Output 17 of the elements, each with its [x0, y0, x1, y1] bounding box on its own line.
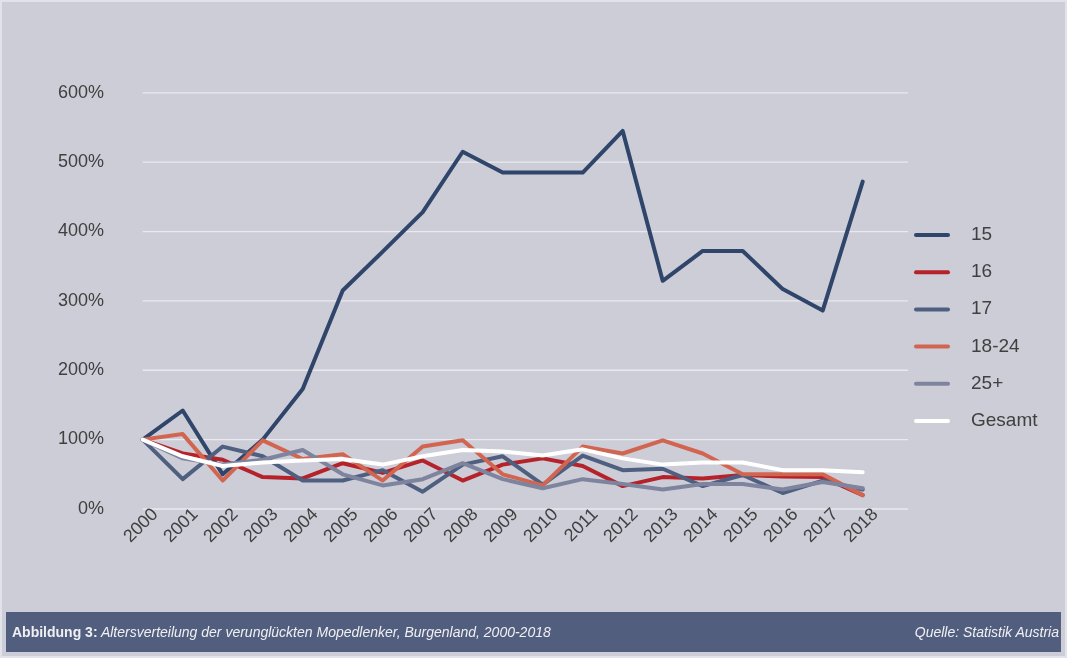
source-note: Quelle: Statistik Austria	[914, 623, 1060, 640]
line-series	[140, 437, 865, 475]
legend-label: 15	[971, 223, 993, 245]
y-tick-label: 100%	[57, 428, 104, 449]
y-tick-label: 400%	[57, 220, 104, 241]
legend-label: 25+	[971, 371, 1004, 393]
y-tick-label: 0%	[77, 497, 104, 518]
y-tick-label: 200%	[57, 359, 104, 380]
y-tick-label: 600%	[57, 81, 104, 102]
legend-label: 18-24	[971, 334, 1021, 356]
legend-label: Gesamt	[971, 409, 1039, 431]
legend-label: 17	[971, 297, 993, 319]
y-tick-label: 500%	[57, 150, 104, 171]
legend-label: 16	[971, 260, 993, 282]
text: Abbildung 3: Altersverteilung der verunglückten Mopedlenker, Burgenland, 2000-2018	[12, 623, 551, 640]
line-series	[140, 128, 865, 477]
y-tick-label: 300%	[57, 289, 104, 310]
